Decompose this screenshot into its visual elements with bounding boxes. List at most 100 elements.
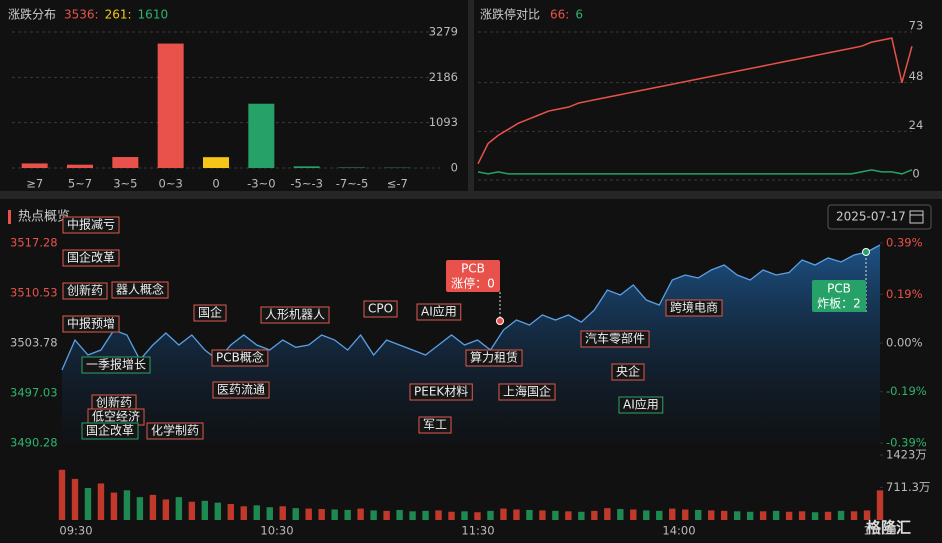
annotation-tag: 中报预增	[62, 315, 120, 333]
volume-bar	[824, 511, 832, 520]
volume-bar	[863, 510, 871, 520]
tag-text: 国企	[198, 305, 222, 320]
annotation-tag: 中报减亏	[62, 216, 120, 234]
tag-box	[416, 303, 462, 321]
volume-bar	[811, 512, 819, 520]
bar	[248, 103, 275, 168]
tag-box	[409, 383, 473, 401]
x-tick-label: 11:30	[461, 524, 494, 538]
volume-bar	[448, 511, 455, 520]
annotation-tag: AI应用	[618, 396, 664, 414]
volume-bar	[188, 501, 196, 520]
tag-text: CPO	[368, 302, 393, 316]
volume-bar	[630, 509, 637, 520]
tag-box	[580, 330, 650, 348]
tag-text: 汽车零部件	[585, 331, 645, 346]
volume-bar	[201, 500, 209, 520]
line	[61, 244, 881, 371]
y-tick-label: 3503.78	[10, 336, 58, 350]
volume-bar	[785, 511, 793, 520]
x-tick-label: 09:30	[59, 524, 92, 538]
x-tick-label: -5~-3	[290, 177, 323, 191]
tag-box	[62, 249, 120, 267]
volume-bar	[253, 505, 260, 520]
y-tick-label: 24	[909, 118, 924, 132]
y-tick-label: 3517.28	[10, 236, 58, 250]
annotation-tag: 国企	[193, 304, 227, 322]
tag-box	[62, 282, 108, 300]
tag-text: 低空经济	[92, 409, 140, 424]
tag-box	[465, 349, 523, 367]
bar	[21, 163, 48, 168]
volume-bar	[383, 510, 390, 520]
volume-bar	[669, 508, 676, 520]
dist-panel	[0, 0, 468, 191]
y-tick-label: 3279	[429, 25, 458, 39]
highlight-title: PCB	[827, 282, 851, 296]
summary-count: 66:	[550, 8, 569, 22]
bar	[67, 164, 93, 168]
x-tick-label: 0	[212, 177, 219, 191]
tag-box	[62, 315, 120, 333]
summary-count: 6	[575, 8, 583, 22]
title: 涨跌分布	[8, 7, 56, 22]
volume-bar	[695, 509, 702, 520]
annotation-tag: 汽车零部件	[580, 330, 650, 348]
volume-bar	[149, 494, 157, 520]
tag-box	[498, 383, 556, 401]
volume-bar	[279, 506, 286, 520]
volume-bar	[720, 510, 728, 520]
tag-text: 中报预增	[67, 316, 115, 331]
tag-text: 创新药	[96, 395, 132, 410]
volume-bar	[708, 510, 715, 520]
volume-bar	[422, 510, 429, 520]
annotation-tag: 国企改革	[62, 249, 120, 267]
annotation-tag: 国企改革	[81, 422, 139, 440]
y2-tick-label: 0.19%	[886, 287, 923, 301]
volume-bar	[175, 497, 183, 520]
annotation-tag: 低空经济	[87, 408, 145, 426]
volume-bar	[513, 509, 520, 520]
x-tick-label: 10:30	[260, 524, 293, 538]
x-tick-label: ≤-7	[387, 177, 408, 191]
tag-text: 一季报增长	[86, 357, 146, 372]
volume-bar	[656, 510, 663, 520]
volume-bar	[357, 508, 364, 520]
annotation-tag: 人形机器人	[260, 306, 330, 324]
event-dot	[862, 248, 870, 256]
volume-bar	[136, 497, 144, 520]
line	[477, 37, 913, 165]
v-tick-label: 711.3万	[886, 480, 930, 494]
volume-bar	[97, 483, 105, 520]
volume-bar	[798, 511, 806, 520]
tag-box	[260, 306, 330, 324]
annotation-tag: CPO	[363, 300, 398, 318]
volume-bar	[682, 509, 689, 520]
tag-box	[212, 381, 270, 399]
volume-bar	[604, 508, 611, 520]
volume-bar	[643, 510, 650, 520]
x-tick-label: -7~-5	[336, 177, 369, 191]
tag-text: 中报减亏	[67, 217, 115, 232]
annotation-tag: AI应用	[416, 303, 462, 321]
volume-bar	[876, 490, 884, 520]
x-tick-label: 0~3	[159, 177, 183, 191]
tag-box	[81, 422, 139, 440]
event-dot	[496, 317, 504, 325]
volume-bar	[733, 511, 741, 520]
tag-box	[363, 300, 398, 318]
tag-text: PCB概念	[216, 350, 264, 365]
tag-text: 化学制药	[151, 423, 199, 438]
volume-bar	[474, 512, 481, 520]
date-picker[interactable]	[827, 204, 932, 230]
limit-title: 涨跌停对比 66: 6	[480, 7, 583, 22]
tag-text: PEEK材料	[414, 385, 468, 399]
y-tick-label: 48	[909, 69, 924, 83]
tag-box	[111, 281, 169, 299]
tag-text: 国企改革	[67, 250, 115, 265]
annotation-tag: 算力租赁	[465, 349, 523, 367]
annotation-tag: PEEK材料	[409, 383, 473, 401]
tag-box	[193, 304, 227, 322]
volume-bar	[591, 510, 598, 520]
